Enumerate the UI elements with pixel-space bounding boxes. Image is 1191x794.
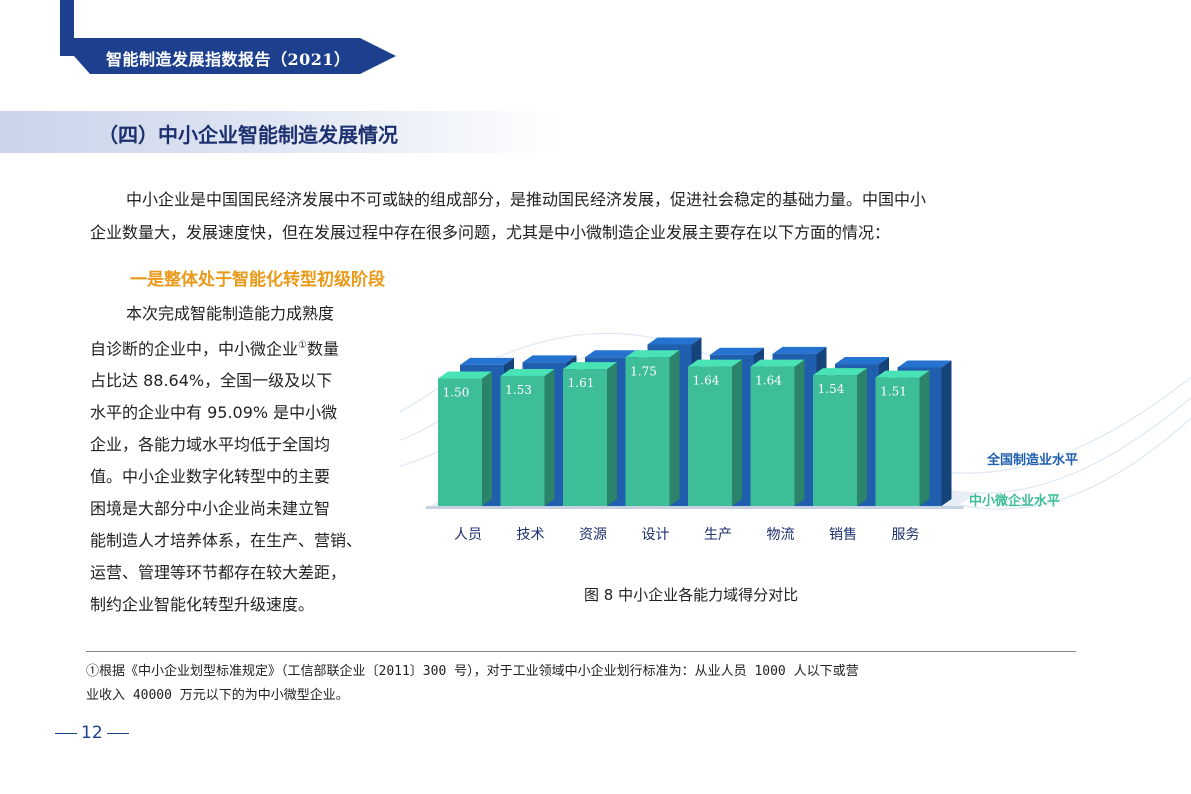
header-accent-bar bbox=[60, 0, 74, 40]
legend-national: 全国制造业水平 bbox=[986, 452, 1078, 468]
bar-sme-4-top bbox=[688, 359, 742, 367]
body-line: 运营、管理等环节都存在较大差距， bbox=[90, 563, 347, 583]
bar-national-1-top bbox=[522, 355, 577, 363]
bar-chart-svg: 1.661.691.751.901.781.791.671.631.50人员1.… bbox=[400, 332, 1191, 543]
page-number-dash bbox=[106, 732, 129, 734]
bar-sme-4-label: 1.64 bbox=[693, 374, 720, 388]
body-line: 自诊断的企业中，中小微企业①数量 bbox=[90, 330, 390, 365]
category-label-3: 设计 bbox=[642, 527, 670, 543]
bar-sme-0 bbox=[438, 378, 482, 506]
bar-sme-6-top bbox=[813, 368, 867, 376]
category-label-4: 生产 bbox=[704, 527, 732, 543]
page-number: 12 bbox=[81, 723, 103, 743]
bar-sme-3 bbox=[625, 357, 670, 506]
bar-national-2-top bbox=[585, 350, 639, 358]
intro-line: 中小企业是中国国民经济发展中不可或缺的组成部分，是推动国民经济发展，促进社会稳定… bbox=[126, 190, 927, 209]
bar-sme-2-label: 1.61 bbox=[568, 376, 595, 390]
body-line: 企业，各能力域水平均低于全国均 bbox=[90, 435, 331, 455]
page-number-dash bbox=[55, 732, 77, 734]
bar-sme-5-top bbox=[750, 359, 805, 367]
body-column: 本次完成智能制造能力成熟度 自诊断的企业中，中小微企业①数量 占比达 88.64… bbox=[90, 298, 390, 621]
bar-national-7-side bbox=[941, 360, 952, 506]
background-wave bbox=[400, 332, 1191, 474]
bar-sme-7-side bbox=[919, 370, 930, 506]
bar-national-7-top bbox=[897, 360, 952, 368]
chart-floor-edge bbox=[426, 506, 964, 509]
bar-sme-2 bbox=[563, 369, 607, 506]
bar-sme-7-label: 1.51 bbox=[880, 385, 907, 399]
bar-sme-6-label: 1.54 bbox=[818, 382, 845, 396]
body-line: 困境是大部分中小企业尚未建立智 bbox=[90, 499, 331, 519]
bar-sme-1-side bbox=[544, 368, 555, 506]
category-label-1: 技术 bbox=[517, 527, 545, 543]
header-banner: 智能制造发展指数报告（2021） bbox=[60, 38, 396, 74]
bar-national-5-top bbox=[772, 346, 827, 354]
bar-sme-4 bbox=[688, 366, 732, 506]
bar-sme-7-top bbox=[875, 370, 930, 378]
subheading: 一是整体处于智能化转型初级阶段 bbox=[130, 270, 385, 290]
bar-sme-5-label: 1.64 bbox=[755, 374, 782, 388]
bar-sme-0-side bbox=[482, 371, 492, 506]
footnote-line: 业收入 40000 万元以下的为中小微型企业。 bbox=[86, 688, 349, 703]
footnote-marker[interactable]: ① bbox=[298, 340, 307, 351]
bar-sme-1-label: 1.53 bbox=[505, 383, 532, 397]
bar-sme-5 bbox=[750, 366, 795, 506]
bar-national-3-top bbox=[647, 337, 702, 345]
bar-sme-1 bbox=[500, 375, 545, 506]
category-label-2: 资源 bbox=[579, 527, 607, 543]
bar-national-6-top bbox=[835, 357, 889, 365]
intro-paragraph: 中小企业是中国国民经济发展中不可或缺的组成部分，是推动国民经济发展，促进社会稳定… bbox=[90, 183, 1090, 249]
bar-sme-4-side bbox=[732, 359, 742, 506]
body-line: 值。中小企业数字化转型中的主要 bbox=[90, 467, 331, 487]
figure-caption: 图 8 中小企业各能力域得分对比 bbox=[584, 586, 799, 604]
bar-sme-3-label: 1.75 bbox=[630, 364, 657, 378]
body-line: 水平的企业中有 95.09% 是中小微 bbox=[90, 403, 338, 423]
bar-sme-1-top bbox=[500, 368, 555, 376]
bar-sme-6 bbox=[813, 375, 857, 506]
page-number-block: 12 bbox=[55, 722, 129, 744]
bar-national-0-top bbox=[460, 357, 514, 365]
intro-line: 企业数量大，发展速度快，但在发展过程中存在很多问题，尤其是中小微制造企业发展主要… bbox=[90, 223, 891, 242]
body-line: 占比达 88.64%，全国一级及以下 bbox=[90, 371, 333, 391]
bar-sme-3-top bbox=[625, 350, 680, 358]
footnote: ①根据《中小企业划型标准规定》（工信部联企业〔2011〕300 号），对于工业领… bbox=[86, 660, 1086, 708]
footnote-divider bbox=[86, 651, 1076, 652]
legend-sme: 中小微企业水平 bbox=[969, 493, 1060, 509]
body-line: 能制造人才培养体系，在生产、营销、 bbox=[90, 531, 363, 551]
bar-sme-2-side bbox=[607, 362, 617, 506]
bar-sme-2-top bbox=[563, 362, 617, 370]
report-title: 智能制造发展指数报告（2021） bbox=[106, 50, 351, 69]
bar-national-4-top bbox=[710, 347, 764, 355]
bar-sme-0-top bbox=[438, 371, 492, 379]
body-line: 制约企业智能化转型升级速度。 bbox=[90, 595, 315, 615]
category-label-0: 人员 bbox=[454, 527, 482, 543]
bar-sme-7 bbox=[875, 377, 920, 506]
category-label-5: 物流 bbox=[767, 527, 795, 543]
category-label-6: 销售 bbox=[829, 527, 857, 543]
body-line-text: 自诊断的企业中，中小微企业 bbox=[90, 339, 299, 359]
body-line-text: 数量 bbox=[306, 339, 339, 359]
bar-sme-5-side bbox=[794, 359, 805, 506]
bar-sme-3-side bbox=[669, 350, 680, 506]
bar-sme-0-label: 1.50 bbox=[443, 386, 470, 400]
category-label-7: 服务 bbox=[892, 527, 920, 543]
footnote-line: ①根据《中小企业划型标准规定》（工信部联企业〔2011〕300 号），对于工业领… bbox=[86, 664, 859, 679]
bar-chart: 1.661.691.751.901.781.791.671.631.50人员1.… bbox=[400, 300, 1191, 610]
bar-sme-6-side bbox=[857, 368, 867, 506]
section-band bbox=[0, 111, 560, 153]
body-line: 本次完成智能制造能力成熟度 bbox=[126, 304, 335, 323]
section-title: （四）中小企业智能制造发展情况 bbox=[98, 123, 398, 147]
